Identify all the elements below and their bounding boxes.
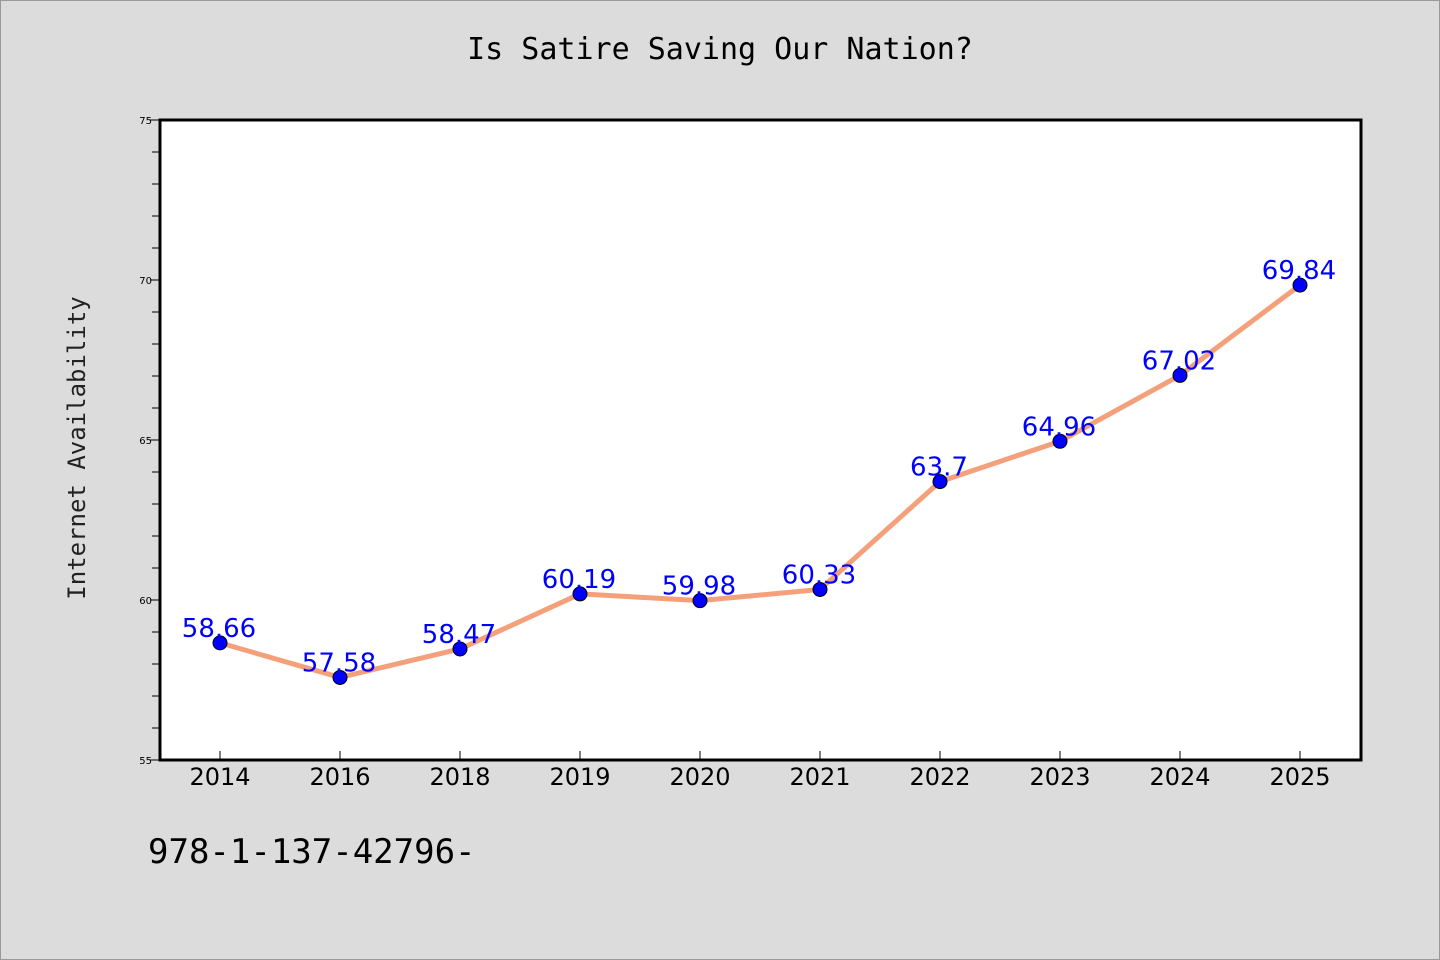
x-tick-label: 2024 — [1149, 763, 1210, 791]
data-label: 58.47 — [422, 620, 496, 650]
data-point — [1172, 367, 1188, 383]
data-label: 59.98 — [662, 572, 736, 602]
series-line — [219, 283, 1302, 680]
data-labels: 58.66 57.58 58.47 60.19 59.98 60.33 63.7 64.96 6… — [182, 256, 1336, 678]
data-label: 67.02 — [1142, 346, 1216, 376]
y-tick-label: 65 — [139, 436, 152, 447]
chart-title: Is Satire Saving Our Nation? — [467, 32, 973, 67]
x-tick-label: 2021 — [789, 763, 850, 791]
data-label: 60.19 — [542, 565, 616, 595]
x-tick-label: 2019 — [549, 763, 610, 791]
data-label: 57.58 — [302, 648, 376, 678]
data-label: 60.33 — [782, 560, 856, 590]
plot-area — [158, 118, 1363, 762]
x-tick-label: 2014 — [189, 763, 250, 791]
data-point — [572, 586, 588, 602]
x-tick-label: 2018 — [429, 763, 490, 791]
data-point — [1052, 433, 1068, 449]
data-label: 63.7 — [910, 453, 968, 483]
y-tick-label: 60 — [139, 596, 152, 607]
x-tick-label: 2016 — [309, 763, 370, 791]
y-tick-label: 75 — [139, 116, 152, 127]
x-tick-label: 2022 — [909, 763, 970, 791]
y-tick-label: 55 — [139, 756, 152, 767]
data-point — [212, 635, 228, 651]
footer-code: 978-1-137-42796- — [148, 832, 476, 872]
data-point — [812, 581, 828, 597]
y-axis: 55 60 65 70 75 — [139, 116, 160, 767]
data-point — [692, 593, 708, 609]
x-tick-label: 2020 — [669, 763, 730, 791]
data-point — [452, 641, 468, 657]
x-tick-label: 2023 — [1029, 763, 1090, 791]
data-points — [212, 277, 1308, 685]
y-tick-label: 70 — [139, 276, 152, 287]
data-point — [332, 669, 348, 685]
x-tick-label: 2025 — [1269, 763, 1330, 791]
data-point — [1292, 277, 1308, 293]
data-label: 64.96 — [1022, 412, 1096, 442]
x-axis: 2014 2016 2018 2019 2020 2021 2022 2023 2024 2025 — [189, 751, 1331, 791]
data-point — [932, 474, 948, 490]
data-label: 58.66 — [182, 614, 256, 644]
data-label: 69.84 — [1262, 256, 1336, 286]
